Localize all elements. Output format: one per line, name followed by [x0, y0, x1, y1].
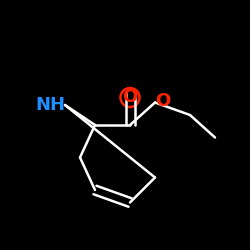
Text: NH: NH [35, 96, 65, 114]
Text: O: O [122, 88, 138, 106]
Text: O: O [155, 92, 170, 110]
